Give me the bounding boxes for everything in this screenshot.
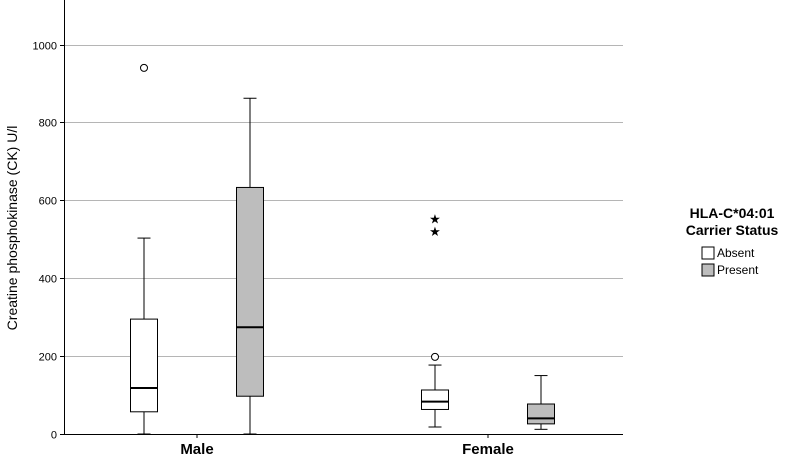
box-absent-male — [130, 63, 158, 435]
x-category-label-male: Male — [180, 441, 213, 458]
legend-item-absent: Absent — [701, 246, 755, 260]
legend-swatch-present — [701, 263, 715, 277]
iqr-box-present-male — [236, 186, 264, 397]
y-tick-label-200: 200 — [39, 352, 57, 364]
box-plots: ★★ — [130, 63, 555, 435]
iqr-box-present-female — [527, 403, 555, 425]
legend-label-present: Present — [717, 263, 759, 277]
y-tick-label-400: 400 — [39, 274, 57, 286]
outlier-circle-absent-female-0 — [431, 352, 439, 361]
box-present-male — [236, 97, 264, 435]
box-present-female — [527, 375, 555, 430]
iqr-box-absent-female — [421, 389, 449, 410]
legend-swatch-absent — [701, 246, 715, 260]
outlier-circle-absent-male-0 — [140, 63, 148, 72]
outlier-star-absent-female-2: ★ — [429, 213, 441, 228]
legend-title-line-2: Carrier Status — [686, 222, 779, 238]
y-tick-label-600: 600 — [39, 196, 57, 208]
gridlines — [64, 45, 623, 357]
axes: 0 200 400 600 800 1000 Male Female — [33, 0, 623, 458]
outlier-star-absent-female-1: ★ — [429, 225, 441, 240]
y-tick-label-0: 0 — [51, 430, 57, 442]
x-category-label-female: Female — [462, 441, 514, 458]
y-tick-label-1000: 1000 — [33, 41, 57, 53]
y-axis-title: Creatine phosphokinase (CK) U/l — [4, 126, 20, 331]
y-tick-label-800: 800 — [39, 118, 57, 130]
legend: HLA-C*04:01 Carrier Status Absent Presen… — [686, 205, 779, 277]
iqr-box-absent-male — [130, 318, 158, 413]
legend-title-line-1: HLA-C*04:01 — [690, 205, 775, 221]
box-absent-female: ★★ — [421, 213, 449, 428]
legend-item-present: Present — [701, 263, 759, 277]
legend-label-absent: Absent — [717, 246, 755, 260]
